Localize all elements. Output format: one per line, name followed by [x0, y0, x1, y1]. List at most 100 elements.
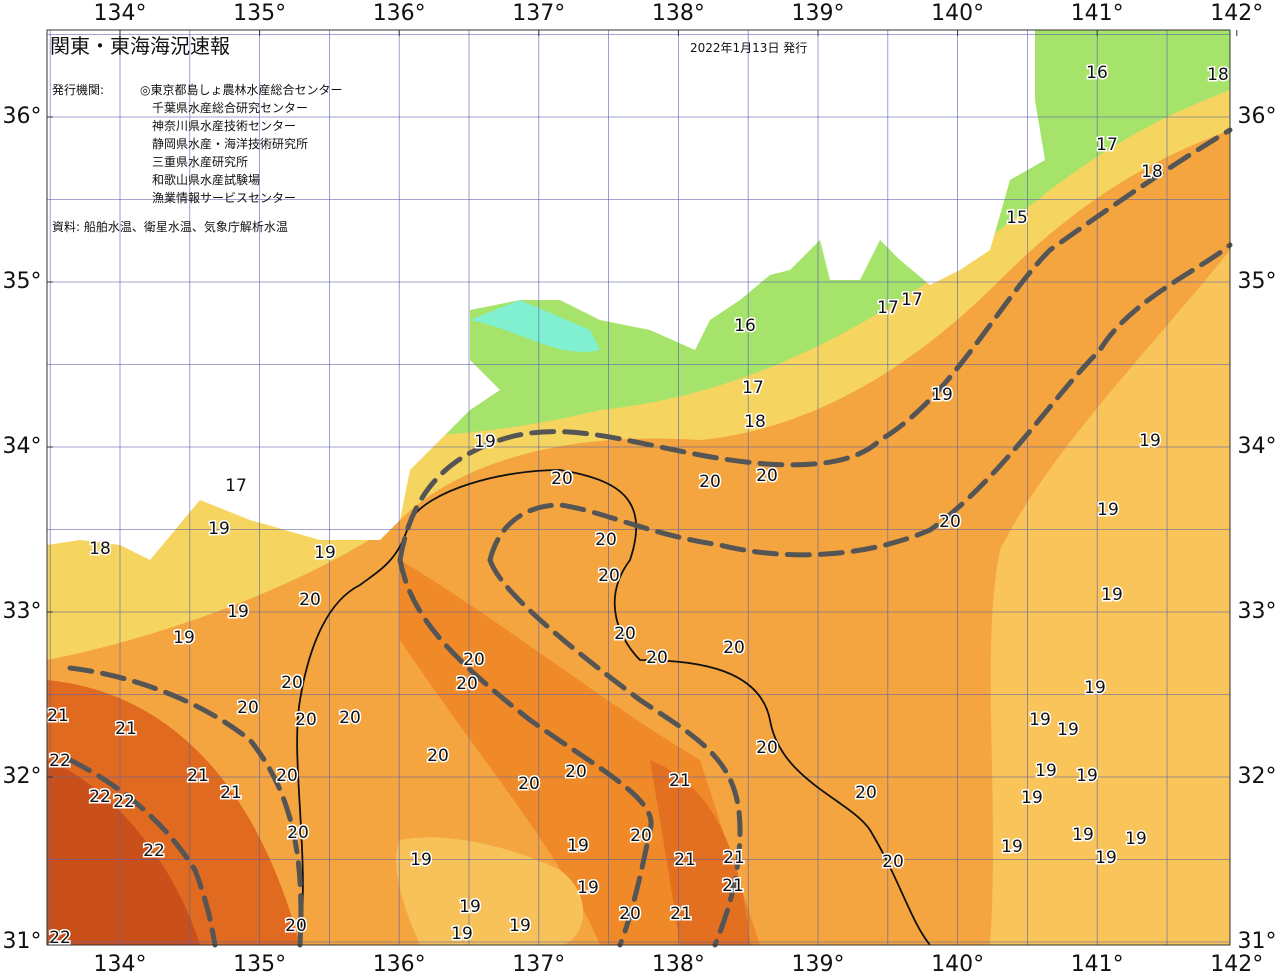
- contour-label: 19: [459, 897, 481, 917]
- contour-label: 21: [187, 766, 209, 786]
- contour-label: 20: [518, 774, 540, 794]
- front-line: [397, 127, 1233, 563]
- contour-label: 20: [276, 766, 298, 786]
- contour-label: 17: [877, 298, 899, 318]
- contour-label: 19: [567, 836, 589, 856]
- contour-label: 17: [1096, 135, 1118, 155]
- lat-label-right: 36°: [1238, 104, 1277, 129]
- contour-label: 16: [734, 316, 756, 336]
- lon-label-bottom: 134°: [94, 952, 147, 977]
- contour-label: 22: [49, 928, 71, 948]
- contour-label: 22: [113, 792, 135, 812]
- front-line: [487, 242, 1233, 563]
- contour-label: 20: [882, 852, 904, 872]
- front-line: [487, 557, 743, 948]
- issuer: 千葉県水産総合研究センター: [152, 100, 308, 115]
- contour-label: 19: [1029, 710, 1051, 730]
- contour-label: 19: [1072, 825, 1094, 845]
- contour-label: 19: [410, 850, 432, 870]
- issue-date: 2022年1月13日 発行: [690, 41, 807, 55]
- contour-label: 17: [901, 290, 923, 310]
- contour-label: 19: [1095, 848, 1117, 868]
- issuer: 三重県水産研究所: [152, 154, 248, 169]
- issuer: 静岡県水産・海洋技術研究所: [152, 136, 308, 151]
- contour-label: 20: [299, 590, 321, 610]
- axis-labels: 134° 134° 135° 135° 136° 136° 137° 137° 138° 138°…: [3, 1, 1277, 977]
- contour-label: 20: [287, 823, 309, 843]
- contour-label: 20: [630, 826, 652, 846]
- contour-label: 22: [49, 751, 71, 771]
- lon-label-top: 141°: [1071, 1, 1124, 26]
- lat-label-right: 31°: [1238, 929, 1277, 954]
- contour-label: 19: [1021, 788, 1043, 808]
- lat-label-left: 35°: [3, 269, 42, 294]
- lon-label-top: 139°: [792, 1, 845, 26]
- lat-label-left: 34°: [3, 434, 42, 459]
- lat-label-right: 34°: [1238, 434, 1277, 459]
- contour-label: 21: [220, 783, 242, 803]
- lon-label-bottom: 136°: [373, 952, 426, 977]
- contour-label: 20: [237, 698, 259, 718]
- lon-label-top: 135°: [233, 1, 286, 26]
- bay-water: [470, 300, 600, 353]
- contour-label: 21: [47, 706, 69, 726]
- lon-label-top: 138°: [652, 1, 705, 26]
- contour-label: 20: [723, 638, 745, 658]
- contour-label: 20: [595, 530, 617, 550]
- contour-label: 20: [598, 566, 620, 586]
- issuer-list: ◎東京都島しょ農林水産総合センター千葉県水産総合研究センター神奈川県水産技術セン…: [140, 82, 342, 205]
- contour-label: 18: [89, 539, 111, 559]
- front-line: [67, 665, 304, 948]
- lat-label-right: 32°: [1238, 764, 1277, 789]
- lat-label-left: 36°: [3, 104, 42, 129]
- lon-label-top: 134°: [94, 1, 147, 26]
- contour-label: 19: [451, 924, 473, 944]
- lon-label-top: 140°: [931, 1, 984, 26]
- front-line: [397, 557, 654, 948]
- contour-label: 19: [314, 543, 336, 563]
- lon-label-bottom: 137°: [512, 952, 565, 977]
- isotherm-20: [296, 469, 931, 946]
- lon-label-bottom: 138°: [652, 952, 705, 977]
- contour-label: 19: [1076, 766, 1098, 786]
- issuer: 和歌山県水産試験場: [152, 172, 260, 187]
- contour-label: 17: [225, 476, 247, 496]
- issuer: ◎東京都島しょ農林水産総合センター: [140, 82, 342, 97]
- contour-label: 22: [143, 841, 165, 861]
- contour-label: 21: [722, 876, 744, 896]
- contour-label: 20: [551, 469, 573, 489]
- contour-label: 21: [669, 771, 691, 791]
- island: [220, 349, 320, 420]
- contour-label: 20: [295, 710, 317, 730]
- contour-label: 21: [723, 848, 745, 868]
- contour-label: 20: [756, 738, 778, 758]
- map-title: 関東・東海海況速報: [50, 34, 230, 58]
- contour-label: 19: [931, 385, 953, 405]
- contour-label: 20: [285, 916, 307, 936]
- contour-label: 16: [1086, 63, 1108, 83]
- contour-label: 19: [509, 916, 531, 936]
- contour-label: 18: [1207, 65, 1229, 85]
- contour-label: 19: [173, 628, 195, 648]
- contour-label: 20: [646, 648, 668, 668]
- lon-label-bottom: 135°: [233, 952, 286, 977]
- lon-label-bottom: 139°: [792, 952, 845, 977]
- contour-label: 20: [339, 708, 361, 728]
- contour-label: 19: [208, 519, 230, 539]
- contour-label: 19: [1001, 837, 1023, 857]
- contour-label: 20: [427, 746, 449, 766]
- contour-label: 19: [1125, 829, 1147, 849]
- contour-label: 20: [939, 512, 961, 532]
- grid: [47, 30, 1230, 945]
- contour-label: 19: [474, 432, 496, 452]
- lon-label-bottom: 140°: [931, 952, 984, 977]
- contour-label: 20: [456, 674, 478, 694]
- cool-eddy: [396, 837, 584, 945]
- contour-label: 20: [614, 624, 636, 644]
- contour-label: 19: [227, 602, 249, 622]
- lat-label-left: 31°: [3, 929, 42, 954]
- contour-label: 20: [463, 650, 485, 670]
